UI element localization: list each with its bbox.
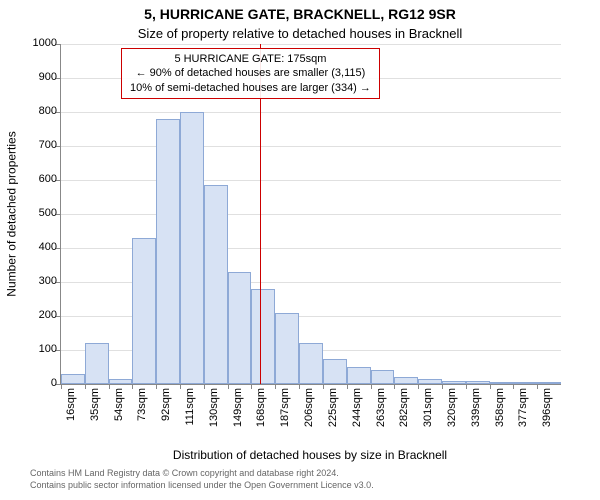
xtick-mark <box>275 384 276 389</box>
gridline <box>61 146 561 147</box>
xtick-label: 358sqm <box>494 388 506 448</box>
histogram-bar <box>490 382 514 384</box>
xtick-label: 225sqm <box>327 388 339 448</box>
xtick-mark <box>323 384 324 389</box>
ytick-label: 200 <box>17 309 57 321</box>
plot-area: 0100200300400500600700800900100016sqm35s… <box>60 44 561 385</box>
reference-callout: 5 HURRICANE GATE: 175sqm← 90% of detache… <box>121 48 380 99</box>
xtick-mark <box>347 384 348 389</box>
ytick-label: 700 <box>17 139 57 151</box>
xtick-mark <box>418 384 419 389</box>
ytick-label: 900 <box>17 71 57 83</box>
histogram-bar <box>513 382 537 384</box>
attribution: Contains HM Land Registry data © Crown c… <box>30 468 590 491</box>
xtick-mark <box>513 384 514 389</box>
xtick-mark <box>132 384 133 389</box>
gridline <box>61 112 561 113</box>
histogram-bar <box>180 112 204 384</box>
histogram-bar <box>61 374 85 384</box>
histogram-bar <box>394 377 418 384</box>
chart-title: 5, HURRICANE GATE, BRACKNELL, RG12 9SR <box>0 6 600 22</box>
chart-subtitle: Size of property relative to detached ho… <box>0 26 600 41</box>
xtick-mark <box>156 384 157 389</box>
ytick-label: 1000 <box>17 37 57 49</box>
histogram-bar <box>371 370 395 384</box>
xtick-mark <box>299 384 300 389</box>
ytick-label: 600 <box>17 173 57 185</box>
histogram-bar <box>109 379 133 384</box>
gridline <box>61 180 561 181</box>
xtick-label: 339sqm <box>470 388 482 448</box>
xtick-label: 92sqm <box>160 388 172 448</box>
xtick-label: 73sqm <box>136 388 148 448</box>
xtick-label: 263sqm <box>375 388 387 448</box>
xtick-mark <box>204 384 205 389</box>
histogram-bar <box>85 343 109 384</box>
xtick-mark <box>180 384 181 389</box>
xtick-mark <box>490 384 491 389</box>
xtick-mark <box>109 384 110 389</box>
histogram-bar <box>299 343 323 384</box>
histogram-bar <box>132 238 156 384</box>
xtick-label: 54sqm <box>113 388 125 448</box>
histogram-bar <box>466 381 490 384</box>
histogram-bar <box>228 272 252 384</box>
xtick-label: 396sqm <box>541 388 553 448</box>
xtick-label: 111sqm <box>184 388 196 448</box>
xtick-mark <box>537 384 538 389</box>
xtick-label: 206sqm <box>303 388 315 448</box>
xtick-mark <box>228 384 229 389</box>
ytick-label: 100 <box>17 343 57 355</box>
xtick-label: 377sqm <box>517 388 529 448</box>
xtick-label: 320sqm <box>446 388 458 448</box>
ytick-label: 400 <box>17 241 57 253</box>
xtick-label: 35sqm <box>89 388 101 448</box>
histogram-bar <box>442 381 466 384</box>
xtick-mark <box>466 384 467 389</box>
xtick-label: 187sqm <box>279 388 291 448</box>
ytick-label: 500 <box>17 207 57 219</box>
histogram-bar <box>537 382 561 384</box>
xtick-label: 16sqm <box>65 388 77 448</box>
xtick-mark <box>442 384 443 389</box>
xtick-mark <box>371 384 372 389</box>
ytick-label: 800 <box>17 105 57 117</box>
histogram-bar <box>347 367 371 384</box>
histogram-bar <box>275 313 299 384</box>
xtick-mark <box>85 384 86 389</box>
attribution-line-2: Contains public sector information licen… <box>30 480 374 490</box>
xtick-label: 130sqm <box>208 388 220 448</box>
attribution-line-1: Contains HM Land Registry data © Crown c… <box>30 468 339 478</box>
histogram-bar <box>418 379 442 384</box>
xtick-label: 149sqm <box>232 388 244 448</box>
gridline <box>61 44 561 45</box>
xtick-label: 168sqm <box>255 388 267 448</box>
x-axis-title: Distribution of detached houses by size … <box>60 448 560 462</box>
xtick-label: 282sqm <box>398 388 410 448</box>
ytick-label: 300 <box>17 275 57 287</box>
histogram-bar <box>156 119 180 384</box>
xtick-label: 244sqm <box>351 388 363 448</box>
xtick-mark <box>251 384 252 389</box>
histogram-bar <box>251 289 275 384</box>
xtick-label: 301sqm <box>422 388 434 448</box>
ytick-label: 0 <box>17 377 57 389</box>
xtick-mark <box>394 384 395 389</box>
gridline <box>61 214 561 215</box>
xtick-mark <box>61 384 62 389</box>
histogram-bar <box>204 185 228 384</box>
histogram-bar <box>323 359 347 385</box>
